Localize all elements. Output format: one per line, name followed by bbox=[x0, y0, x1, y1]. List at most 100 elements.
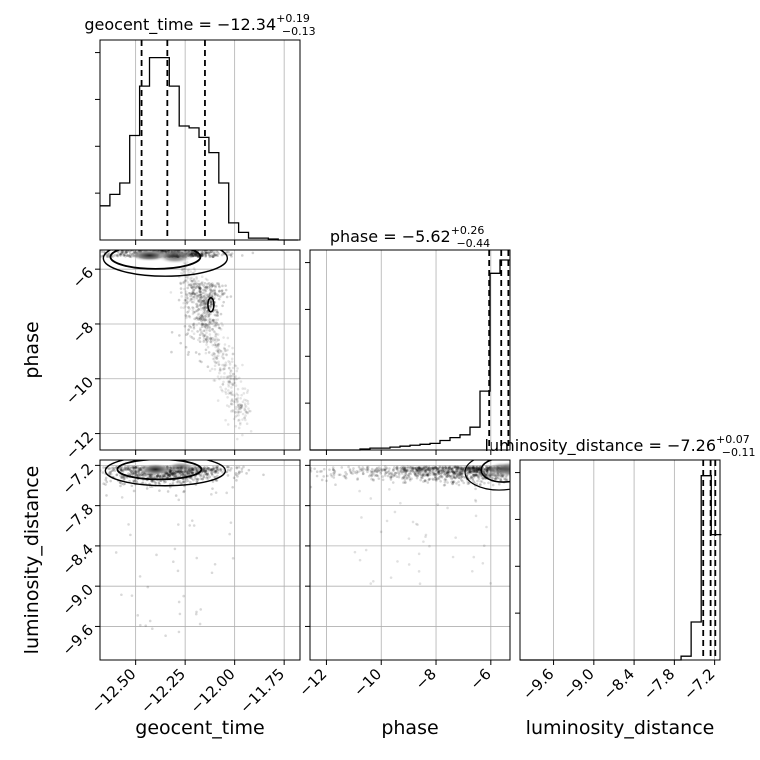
sample-point bbox=[209, 254, 212, 258]
sample-point bbox=[476, 468, 480, 472]
sample-point bbox=[221, 363, 224, 367]
sample-point bbox=[480, 480, 484, 483]
histogram-geocent_time bbox=[100, 56, 299, 241]
sample-point bbox=[202, 283, 205, 287]
sample-point bbox=[132, 247, 135, 250]
sample-point bbox=[150, 480, 154, 483]
sample-point bbox=[167, 473, 170, 476]
sample-point bbox=[191, 291, 194, 295]
sample-point bbox=[411, 466, 415, 470]
sample-point bbox=[220, 289, 224, 292]
sample-point bbox=[461, 479, 464, 483]
sample-point bbox=[150, 476, 153, 479]
sample-point bbox=[213, 562, 217, 566]
sample-point bbox=[475, 470, 479, 473]
sample-point bbox=[408, 471, 412, 474]
sample-point bbox=[228, 361, 232, 364]
sample-point bbox=[217, 363, 221, 366]
sample-point bbox=[227, 405, 231, 408]
sample-point bbox=[206, 324, 209, 327]
contour-line bbox=[104, 460, 227, 487]
y-tick-label-luminosity_distance: −9.0 bbox=[59, 581, 97, 619]
sample-point bbox=[391, 468, 395, 472]
sample-point bbox=[230, 467, 233, 470]
sample-point bbox=[230, 398, 234, 401]
sample-point bbox=[198, 297, 202, 301]
sample-point bbox=[170, 472, 174, 476]
sample-point bbox=[241, 433, 244, 437]
sample-point bbox=[189, 270, 192, 273]
sample-point bbox=[428, 468, 432, 471]
sample-point bbox=[185, 333, 188, 337]
sample-point bbox=[119, 254, 122, 257]
sample-point bbox=[423, 469, 427, 473]
sample-point bbox=[158, 474, 162, 478]
sample-point bbox=[425, 468, 429, 471]
sample-point bbox=[221, 352, 225, 355]
sample-point bbox=[173, 243, 176, 246]
sample-point bbox=[124, 251, 127, 255]
sample-point bbox=[459, 471, 463, 475]
sample-point bbox=[183, 247, 186, 250]
sample-point bbox=[243, 398, 246, 402]
sample-point bbox=[151, 476, 154, 479]
sample-point bbox=[200, 281, 203, 285]
sample-point bbox=[385, 471, 388, 474]
sample-point bbox=[204, 472, 208, 475]
sample-point bbox=[451, 466, 455, 469]
sample-point bbox=[191, 292, 195, 295]
sample-point bbox=[459, 472, 463, 476]
sample-point bbox=[476, 467, 480, 470]
sample-point bbox=[184, 305, 187, 308]
sample-point bbox=[192, 292, 196, 296]
sample-point bbox=[143, 246, 146, 249]
density-blob bbox=[139, 463, 172, 476]
sample-point bbox=[148, 236, 151, 239]
sample-point bbox=[475, 474, 478, 477]
sample-point bbox=[197, 283, 201, 286]
sample-point bbox=[474, 473, 478, 476]
sample-point bbox=[95, 468, 98, 471]
sample-point bbox=[133, 472, 136, 476]
sample-point bbox=[444, 477, 447, 481]
sample-point bbox=[228, 379, 232, 383]
sample-point bbox=[206, 282, 209, 286]
sample-point bbox=[441, 465, 445, 469]
sample-point bbox=[194, 253, 197, 257]
sample-point bbox=[221, 284, 224, 288]
sample-point bbox=[120, 250, 123, 253]
sample-point bbox=[209, 291, 212, 295]
sample-point bbox=[116, 254, 120, 258]
sample-point bbox=[426, 473, 429, 476]
sample-point bbox=[105, 480, 109, 484]
sample-point bbox=[217, 468, 220, 471]
sample-point bbox=[196, 285, 199, 288]
sample-point bbox=[179, 471, 182, 475]
sample-point bbox=[466, 471, 470, 474]
sample-point bbox=[163, 475, 166, 478]
sample-point bbox=[113, 469, 117, 472]
sample-point bbox=[446, 471, 449, 474]
sample-point bbox=[223, 347, 227, 351]
sample-point bbox=[172, 475, 176, 478]
sample-point bbox=[163, 474, 167, 478]
sample-point bbox=[203, 294, 206, 298]
sample-point bbox=[370, 467, 374, 471]
sample-point bbox=[403, 469, 407, 473]
sample-point bbox=[187, 247, 190, 250]
sample-point bbox=[190, 519, 194, 522]
sample-point bbox=[190, 477, 194, 481]
sample-point bbox=[204, 468, 207, 472]
sample-point bbox=[225, 404, 229, 407]
sample-point bbox=[440, 469, 443, 472]
sample-point bbox=[243, 387, 247, 390]
sample-point bbox=[204, 351, 208, 355]
sample-point bbox=[181, 474, 185, 478]
sample-point bbox=[407, 473, 410, 477]
sample-point bbox=[387, 472, 391, 476]
sample-point bbox=[171, 481, 175, 485]
sample-point bbox=[466, 482, 470, 486]
sample-point bbox=[234, 473, 238, 477]
sample-point bbox=[389, 475, 392, 479]
title-luminosity-distance: luminosity_distance = −7.26+0.07 −0.11 bbox=[485, 433, 756, 459]
